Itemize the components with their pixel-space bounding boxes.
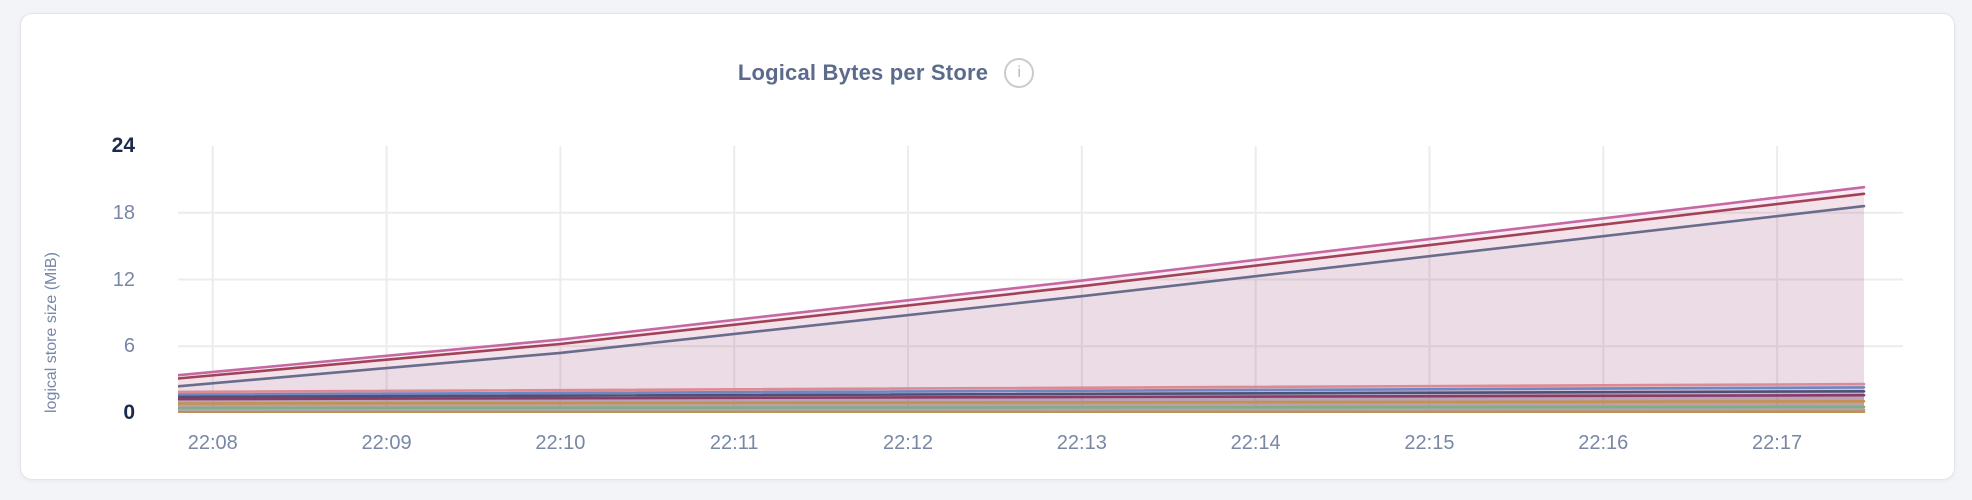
y-axis-title: logical store size (MiB): [43, 252, 60, 413]
series-line-store-flat-2: [178, 386, 1866, 396]
series-area-store-flat-1: [178, 384, 1864, 413]
series-area-store-rising-3: [178, 206, 1864, 413]
x-tick-label: 22:17: [1752, 432, 1803, 454]
series-line-store-flat-6: [178, 405, 1866, 410]
y-tick-label: 18: [112, 201, 135, 224]
series-line-store-flat-4: [178, 393, 1866, 401]
x-tick-label: 22:14: [1230, 432, 1281, 454]
x-tick-label: 22:16: [1578, 432, 1629, 454]
series-line-store-flat-5: [178, 400, 1866, 405]
x-tick-label: 22:15: [1404, 432, 1455, 454]
y-tick-label: 0: [123, 401, 135, 424]
series-line-store-rising-2: [178, 192, 1866, 380]
chart-title: Logical Bytes per Store: [737, 60, 989, 85]
x-tick-label: 22:09: [361, 432, 412, 454]
series-line-store-flat-7: [178, 408, 1866, 412]
series-line-store-flat-1: [178, 382, 1866, 394]
x-tick-label: 22:12: [882, 432, 934, 454]
x-tick-label: 22:13: [1056, 432, 1107, 454]
x-tick-label: 22:10: [535, 432, 586, 454]
y-tick-label: 24: [111, 134, 135, 157]
x-tick-label: 22:11: [709, 432, 759, 454]
x-tick-label: 22:08: [187, 432, 238, 454]
series-line-store-flat-3: [178, 390, 1866, 399]
info-icon[interactable]: i: [1004, 58, 1035, 88]
y-tick-label: 12: [112, 268, 135, 291]
series-line-store-rising-3: [178, 204, 1866, 388]
y-tick-label: 6: [123, 335, 135, 358]
series-line-store-flat-8: [178, 410, 1866, 413]
series-line-store-rising-1: [178, 185, 1866, 377]
chart-card: Logical Bytes per Store i logical store …: [20, 13, 1955, 480]
plot-area[interactable]: [178, 146, 1903, 413]
chart-header: Logical Bytes per Store i: [21, 58, 1751, 88]
